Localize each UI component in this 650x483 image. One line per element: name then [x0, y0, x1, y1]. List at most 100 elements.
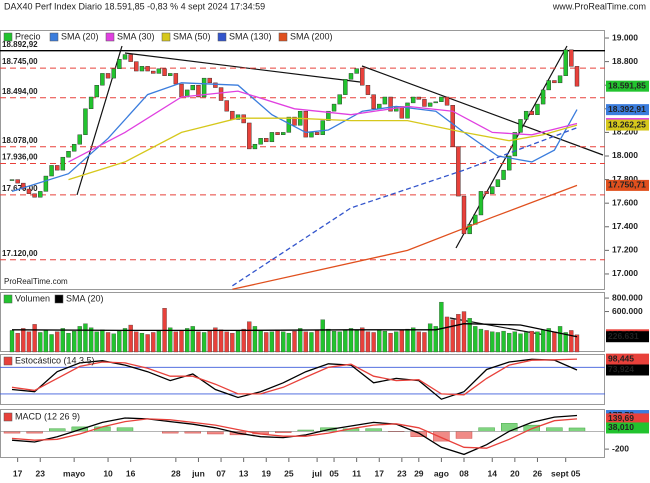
volume-bar [196, 331, 201, 353]
legend-swatch [3, 294, 13, 304]
volume-bar [292, 330, 297, 353]
volume-bar [297, 328, 303, 353]
x-tick-label: 25 [284, 468, 294, 478]
volume-bar [326, 328, 331, 353]
candle-body [495, 179, 501, 187]
volume-bar [184, 328, 190, 353]
volume-bar [213, 327, 218, 353]
candle-body [427, 102, 433, 107]
volume-bar [354, 330, 359, 353]
volume-bar [235, 330, 241, 353]
y-tick-label: -200 [612, 443, 629, 453]
volume-bar [557, 326, 563, 353]
candle-body [557, 75, 563, 84]
volume-bar [207, 330, 212, 353]
volume-bar [145, 334, 150, 353]
volume-bar [134, 331, 139, 353]
candle-body [546, 80, 551, 91]
line-series [68, 90, 578, 163]
candle-body [461, 195, 467, 235]
volume-bar [286, 332, 292, 353]
volume-bar [410, 327, 416, 353]
candle-body [196, 85, 201, 98]
volume-bar [77, 326, 82, 353]
volume-bar [382, 330, 388, 353]
candle-body [43, 175, 49, 192]
volume-bar [518, 333, 523, 353]
volume-bar [218, 329, 224, 353]
legend-swatch [3, 412, 13, 422]
volume-panel [0, 292, 605, 352]
histogram-bar [116, 427, 134, 432]
y-tick-label: 17.000 [612, 268, 638, 278]
candle-body [145, 66, 150, 72]
x-tick-label: 16 [126, 468, 136, 478]
volume-bar [264, 332, 269, 353]
candle-body [484, 191, 489, 194]
candle-body [100, 73, 105, 86]
candle-body [410, 96, 416, 104]
volume-bar [365, 331, 371, 353]
legend-label: MACD (12 26 9) [15, 411, 80, 421]
x-tick-label: 17 [375, 468, 385, 478]
candle-body [444, 96, 450, 106]
x-tick-label: ago [434, 468, 449, 478]
y-tick-label: 17.600 [612, 197, 638, 207]
volume-bar [371, 332, 376, 353]
x-tick-label: 28 [171, 468, 181, 478]
volume-bar [117, 330, 122, 353]
volume-bar [151, 332, 156, 353]
y-tick-label: 18.000 [612, 150, 638, 160]
candle-body [49, 165, 54, 177]
price-marker [606, 422, 649, 434]
candle-body [348, 73, 354, 80]
candle-body [71, 143, 77, 152]
candle-body [218, 87, 224, 101]
volume-bar [111, 333, 116, 353]
candle-body [94, 85, 99, 98]
candle-body [518, 119, 523, 133]
candle-body [433, 101, 438, 104]
volume-bar [258, 330, 263, 353]
volume-bar [156, 330, 162, 353]
candle-body [382, 96, 388, 105]
volume-bar [38, 332, 43, 353]
volume-bar [320, 319, 325, 353]
candle-body [134, 61, 139, 72]
price-panel [0, 30, 605, 290]
volume-bar [105, 332, 111, 353]
volume-bar [552, 331, 557, 353]
candle-body [60, 156, 66, 171]
price-marker-label: 73,924 [608, 364, 634, 374]
macd-panel [0, 409, 605, 458]
volume-bar [416, 331, 421, 353]
price-marker [606, 364, 649, 376]
candle-body [512, 132, 518, 157]
volume-bar [473, 326, 478, 353]
volume-bar [569, 330, 574, 353]
volume-bar [275, 329, 280, 353]
volume-bar [507, 332, 512, 353]
source: www.ProRealTime.com [552, 1, 646, 11]
candle-body [247, 122, 252, 150]
legend-label: SMA (50) [173, 31, 211, 41]
line-series [232, 127, 578, 287]
candle-body [179, 83, 184, 98]
candle-body [507, 155, 512, 171]
candle-body [281, 132, 286, 135]
line-series [68, 117, 578, 181]
y-tick-label: 17.200 [612, 245, 638, 255]
level-label: 17.120,00 [2, 249, 38, 258]
candle-body [122, 54, 128, 60]
price-marker-label: 139,69 [608, 413, 634, 423]
candle-body [105, 73, 111, 79]
volume-bar [26, 331, 32, 353]
legend-label: SMA (20) [61, 31, 99, 41]
candle-body [224, 100, 229, 112]
candle-body [337, 94, 342, 105]
volume-bar [66, 332, 71, 353]
candle-body [303, 110, 308, 138]
x-tick-label: 20 [510, 468, 520, 478]
volume-bar [388, 332, 393, 353]
candle-body [264, 138, 269, 143]
